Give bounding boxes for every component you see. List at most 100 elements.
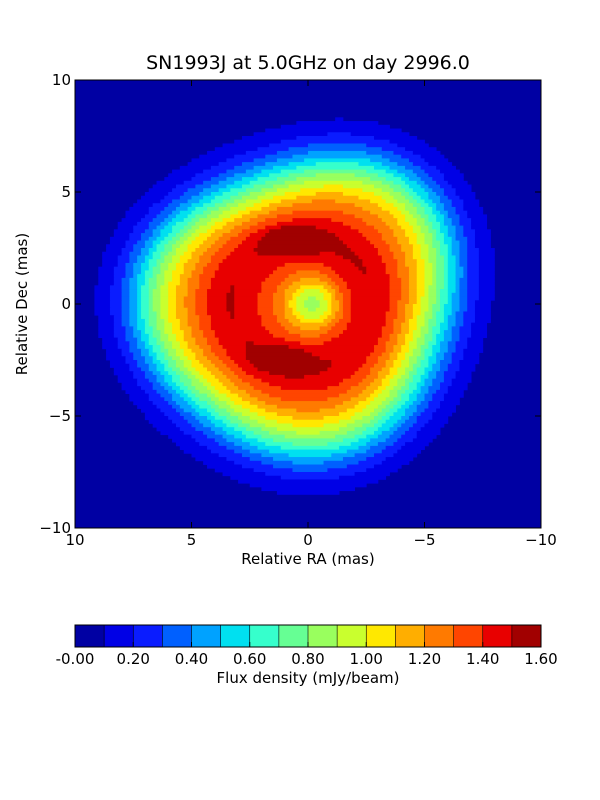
contour-cell [195, 386, 208, 391]
contour-cell [199, 218, 212, 223]
contour-cell [424, 270, 433, 275]
contour-cell [199, 233, 212, 238]
contour-cell [474, 233, 491, 238]
contour-cell [358, 367, 371, 372]
contour-cell [210, 318, 262, 324]
contour-cell [451, 248, 460, 253]
contour-cell [230, 195, 243, 200]
contour-cell [226, 457, 251, 462]
contour-cell [424, 277, 433, 282]
contour-cell [152, 255, 161, 260]
contour-cell [331, 363, 363, 368]
contour-cell [393, 188, 406, 193]
contour-cell [109, 289, 122, 294]
colorbar: -0.00 0.20 0.40 0.60 0.80 1.00 1.20 1.40 1.60 [56, 624, 558, 668]
contour-cell [342, 292, 352, 297]
contour-cell [405, 412, 414, 417]
contour-cell [389, 296, 402, 301]
contour-cell [292, 292, 301, 297]
contour-cell [374, 453, 394, 458]
contour-cell [218, 266, 278, 271]
contour-cell [164, 244, 173, 249]
contour-cell [195, 401, 208, 406]
contour-cell [191, 360, 200, 365]
contour-cell [191, 389, 200, 394]
contour-cell [168, 285, 177, 290]
contour-cell [152, 289, 161, 294]
contour-cell [207, 464, 243, 469]
contour-cell [168, 416, 185, 421]
contour-cell [467, 244, 476, 249]
colorbar-tick-label: -0.00 [56, 650, 95, 668]
contour-cell [443, 206, 456, 212]
contour-cell [408, 292, 418, 297]
contour-cell [133, 374, 146, 380]
contour-cell [424, 318, 429, 324]
contour-cell [412, 337, 418, 342]
contour-cell [463, 206, 484, 212]
contour-cell [397, 337, 406, 342]
contour-cell [416, 292, 425, 297]
contour-cell [129, 206, 150, 212]
contour-cell [385, 322, 394, 327]
contour-cell [412, 244, 422, 249]
contour-cell [416, 259, 425, 264]
contour-cell [241, 177, 258, 182]
contour-cell [199, 199, 212, 204]
contour-cell [125, 326, 134, 331]
contour-cell [389, 184, 402, 189]
contour-cell [339, 382, 359, 387]
contour-cell [443, 274, 449, 279]
contour-cell [253, 248, 352, 253]
contour-cell [222, 472, 266, 477]
contour-cell [443, 266, 449, 271]
contour-cell [121, 382, 138, 387]
contour-cell [133, 274, 138, 279]
contour-cell [133, 333, 142, 338]
contour-cell [436, 300, 441, 305]
contour-cell [374, 225, 390, 230]
contour-cell [218, 262, 286, 268]
contour-cell [451, 244, 460, 249]
contour-cell [440, 292, 449, 297]
contour-cell [432, 177, 445, 182]
contour-cell [226, 408, 235, 413]
contour-cell [210, 382, 223, 387]
contour-cell [175, 371, 185, 376]
contour-cell [238, 244, 258, 249]
contour-cell [459, 248, 468, 253]
contour-cell [187, 311, 196, 316]
contour-cell [276, 412, 340, 417]
contour-cell [440, 300, 449, 305]
contour-cell [207, 150, 247, 156]
contour-cell [218, 337, 286, 342]
contour-cell [273, 457, 344, 462]
contour-cell [195, 236, 208, 241]
colorbar-tick-label: 1.40 [466, 650, 499, 668]
contour-cell [474, 229, 491, 234]
contour-cell [164, 326, 173, 331]
contour-cell [148, 348, 154, 353]
contour-cell [358, 382, 371, 387]
contour-cell [300, 188, 363, 193]
contour-cell [440, 322, 449, 327]
contour-cell [366, 386, 379, 391]
contour-cell [226, 296, 235, 301]
contour-cell [175, 248, 189, 253]
contour-cell [342, 300, 352, 305]
contour-cell [148, 259, 157, 264]
contour-cell [393, 360, 402, 365]
contour-cell [455, 270, 464, 275]
contour-cell [408, 240, 418, 245]
contour-cell [463, 203, 480, 208]
contour-cell [366, 442, 379, 447]
contour-cell [121, 251, 130, 256]
contour-cell [420, 427, 441, 432]
contour-cell [377, 427, 390, 432]
contour-cell [447, 248, 453, 253]
contour-cell [370, 367, 383, 372]
contour-cell [420, 251, 429, 256]
contour-cell [436, 259, 445, 264]
contour-cell [385, 311, 398, 316]
contour-cell [463, 270, 468, 275]
